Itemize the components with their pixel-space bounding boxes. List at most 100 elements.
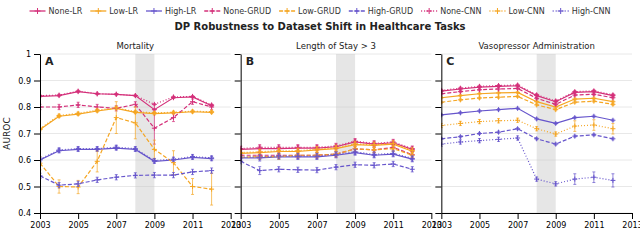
tick-mark (479, 213, 480, 219)
point-marker (209, 156, 214, 161)
point-marker (190, 99, 195, 104)
point-marker (295, 148, 300, 153)
error-bar (611, 123, 614, 134)
tick-mark (435, 134, 441, 135)
series (441, 86, 615, 107)
series-line (441, 138, 613, 184)
series (241, 149, 415, 161)
legend-marker (354, 8, 360, 14)
point-marker (114, 145, 119, 150)
error-bar (315, 167, 318, 172)
error-bar (58, 148, 61, 152)
y-axis (435, 55, 442, 214)
point-marker (553, 142, 558, 147)
tick-mark (231, 213, 232, 219)
error-bar (335, 152, 338, 157)
shaded-range (135, 54, 154, 213)
series-line (40, 171, 212, 186)
point-marker (57, 105, 62, 110)
error-bar (335, 165, 338, 170)
grid-line (241, 160, 432, 161)
legend-marker (558, 8, 564, 14)
y-tick: 1 (26, 50, 40, 59)
tick-mark (441, 213, 442, 219)
axis-domain (241, 55, 242, 214)
y-axis-label: AUROC (2, 117, 12, 149)
point-marker (190, 109, 195, 114)
error-bar (354, 162, 357, 167)
point-marker (76, 89, 81, 94)
point-marker (610, 118, 615, 123)
point-marker (95, 108, 100, 113)
axis-domain (41, 213, 232, 214)
point-marker (257, 154, 262, 159)
point-marker (209, 187, 214, 192)
series-line (241, 161, 413, 170)
point-marker (534, 136, 539, 141)
error-bar (191, 154, 194, 158)
panel-label: C (446, 55, 454, 68)
x-tick: 2003 (30, 213, 50, 230)
grid (241, 54, 432, 213)
error-bar (153, 140, 156, 159)
point-marker (496, 83, 501, 88)
error-bar (258, 167, 261, 175)
series (40, 145, 214, 163)
point-marker (372, 153, 377, 158)
error-bar (58, 180, 61, 193)
y-tick (435, 81, 441, 82)
point-marker (410, 167, 415, 172)
y-tick: 0.9 (18, 77, 40, 86)
tick-mark (34, 134, 40, 135)
tick-mark (34, 213, 40, 214)
series (441, 126, 615, 146)
point-marker (57, 93, 62, 98)
grid (40, 54, 231, 213)
error-bar (392, 161, 395, 166)
series (441, 106, 615, 126)
error-bar (153, 158, 156, 162)
point-marker (114, 175, 119, 180)
series (241, 159, 415, 175)
shaded-range (336, 54, 355, 213)
error-bar (354, 141, 357, 146)
tick-mark (435, 160, 441, 161)
series-line (40, 91, 212, 105)
y-axis: 0.40.50.60.70.80.91 (18, 50, 40, 218)
series-line (241, 143, 413, 152)
legend-label: High-GRUD (368, 7, 413, 16)
point-marker (334, 152, 339, 157)
point-marker (496, 118, 501, 123)
y-tick (235, 187, 241, 188)
y-tick: 0.7 (18, 130, 40, 139)
x-tick: 2005 (269, 213, 289, 230)
point-marker (314, 147, 319, 152)
error-bar (478, 119, 481, 123)
point-marker (209, 110, 214, 115)
error-bar (573, 174, 576, 185)
point-marker (171, 110, 176, 115)
error-bar (315, 153, 318, 158)
axis-domain (441, 55, 442, 214)
point-marker (76, 112, 81, 117)
x-tick: 2009 (546, 213, 566, 230)
point-marker (458, 134, 463, 139)
point-marker (295, 153, 300, 158)
tick-mark (154, 213, 155, 219)
series-line (441, 120, 613, 134)
series-line (441, 85, 613, 101)
panel: 2003200520072009201120130.40.50.60.70.80… (2, 41, 241, 230)
point-marker (515, 126, 520, 131)
axis-domain (40, 55, 41, 214)
tick-mark (235, 54, 241, 55)
tick-label: 2005 (68, 221, 88, 230)
legend-item: Low-CNN (489, 7, 544, 16)
legend-label: Low-CNN (508, 7, 544, 16)
point-marker (391, 161, 396, 166)
tick-mark (518, 213, 519, 219)
tick-mark (235, 160, 241, 161)
y-tick (235, 134, 241, 135)
error-bar (134, 107, 137, 139)
point-marker (152, 158, 157, 163)
series (40, 168, 214, 188)
